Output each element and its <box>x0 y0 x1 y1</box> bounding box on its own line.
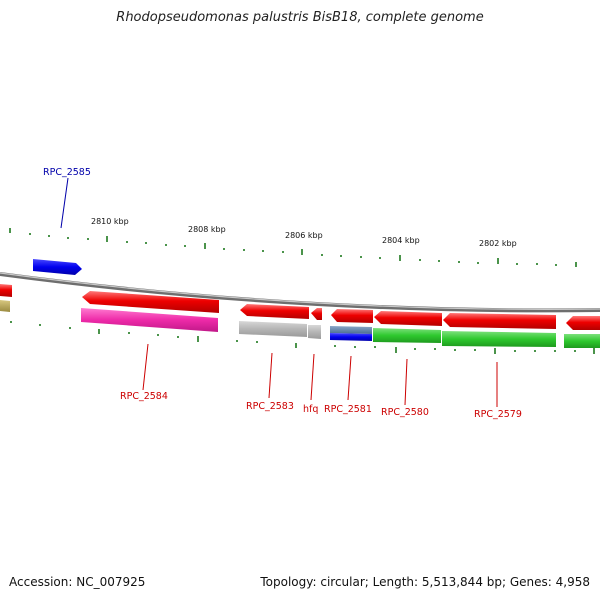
genome-summary-text: Topology: circular; Length: 5,513,844 bp… <box>260 575 590 589</box>
leader-hfq <box>310 353 315 401</box>
leader-rpc2584 <box>142 343 149 391</box>
gene-left-edge-red[interactable] <box>0 284 12 297</box>
gene-rpc2583-cds[interactable] <box>239 321 307 337</box>
tick-label-2804: 2804 kbp <box>382 236 420 245</box>
gene-left-edge-olive[interactable] <box>0 300 10 312</box>
gene-rpc2581-arrow[interactable] <box>331 309 373 323</box>
gene-label-rpc2584[interactable]: RPC_2584 <box>120 391 168 402</box>
tick-label-2810: 2810 kbp <box>91 217 129 226</box>
gene-rpc2581-cds-steel[interactable] <box>330 326 372 334</box>
leader-rpc2581 <box>347 355 352 401</box>
gene-label-rpc2581[interactable]: RPC_2581 <box>324 404 372 415</box>
gene-rpc2580-arrow[interactable] <box>374 311 442 326</box>
gene-rpc2584-cds[interactable] <box>81 308 218 332</box>
gene-right-edge-green[interactable] <box>564 334 600 348</box>
gene-hfq-cds[interactable] <box>308 325 321 339</box>
genome-backbone <box>0 272 600 313</box>
gene-label-hfq[interactable]: hfq <box>303 404 318 415</box>
gene-rpc2579-cds[interactable] <box>442 331 556 347</box>
gene-label-rpc2585[interactable]: RPC_2585 <box>43 167 91 178</box>
gene-rpc2585-arrow[interactable] <box>33 259 82 275</box>
tick-label-2808: 2808 kbp <box>188 225 226 234</box>
leader-rpc2583 <box>268 352 273 399</box>
outer-tick-marks <box>9 228 577 267</box>
gene-hfq-arrow[interactable] <box>311 308 322 320</box>
gene-rpc2579-arrow[interactable] <box>443 313 556 329</box>
gene-label-rpc2583[interactable]: RPC_2583 <box>246 401 294 412</box>
accession-text: Accession: NC_007925 <box>9 575 146 589</box>
gene-rpc2581-cds-blue[interactable] <box>330 333 372 341</box>
gene-rpc2580-cds[interactable] <box>373 328 441 343</box>
gene-label-rpc2580[interactable]: RPC_2580 <box>381 407 429 418</box>
gene-rpc2584-arrow[interactable] <box>82 291 219 313</box>
tick-label-2806: 2806 kbp <box>285 231 323 240</box>
leader-rpc2585 <box>60 177 69 229</box>
gene-label-rpc2579[interactable]: RPC_2579 <box>474 409 522 420</box>
gene-rpc2583-arrow[interactable] <box>240 304 309 319</box>
inner-tick-marks <box>10 321 595 354</box>
leader-rpc2580 <box>404 358 408 406</box>
gene-right-edge-red[interactable] <box>566 316 600 330</box>
genome-title: Rhodopseudomonas palustris BisB18, compl… <box>116 10 484 25</box>
tick-label-2802: 2802 kbp <box>479 239 517 248</box>
